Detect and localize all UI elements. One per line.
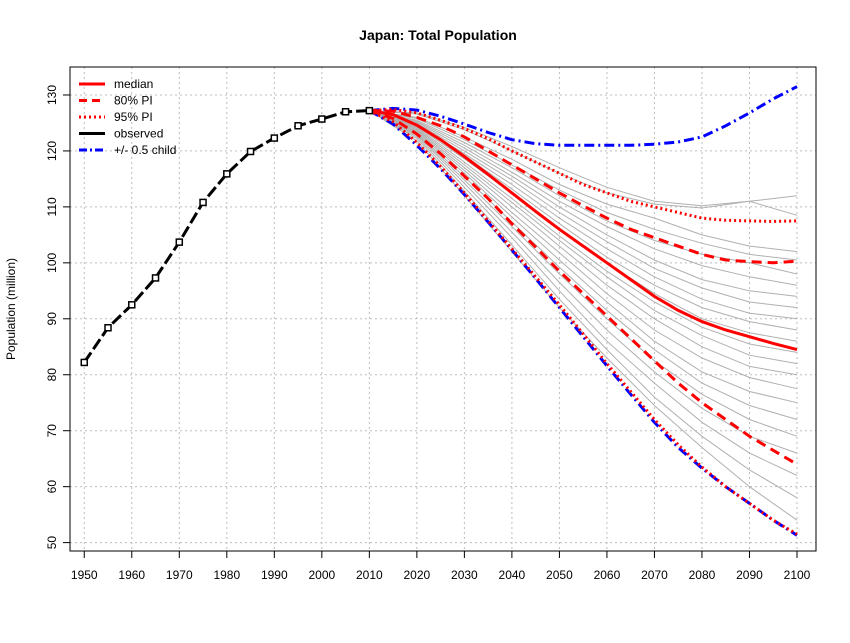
trajectory-line — [369, 110, 798, 376]
observed-point — [151, 274, 160, 282]
observed-point — [365, 106, 374, 115]
y-tick-label: 100 — [45, 253, 59, 273]
trajectory-line — [369, 110, 798, 454]
observed-point — [80, 358, 89, 367]
x-tick-label: 2060 — [594, 568, 621, 582]
x-tick-label: 1950 — [71, 568, 98, 582]
pi80-line — [368, 109, 798, 466]
trajectory-line — [369, 110, 798, 216]
trajectory-line — [369, 110, 798, 476]
observed-point — [199, 198, 207, 207]
x-tick-label: 1970 — [166, 568, 193, 582]
observed-point — [246, 147, 255, 156]
x-tick-label: 2070 — [641, 568, 668, 582]
legend-label-pi95: 95% PI — [114, 110, 153, 124]
legend-label-observed: observed — [114, 127, 163, 141]
trajectory-lines — [369, 110, 798, 521]
y-tick-label: 130 — [45, 85, 59, 105]
trajectory-line — [369, 110, 798, 437]
x-tick-label: 1960 — [118, 568, 145, 582]
y-tick-label: 90 — [45, 312, 59, 326]
x-tick-label: 1980 — [213, 568, 240, 582]
observed-point — [175, 238, 184, 246]
chart-title: Japan: Total Population — [359, 27, 517, 43]
x-tick-label: 2080 — [689, 568, 716, 582]
median-line — [369, 109, 798, 352]
observed-point — [104, 323, 112, 332]
trajectory-line — [369, 110, 798, 353]
half-child-line — [368, 109, 798, 537]
trajectory-line — [369, 110, 798, 365]
trajectory-line — [369, 110, 798, 253]
y-tick-label: 120 — [45, 141, 59, 161]
x-tick-label: 2010 — [356, 568, 383, 582]
axes: 1950 1960 1970 1980 1990 2000 2010 2020 2030 2040… — [45, 85, 811, 582]
y-tick-label: 60 — [45, 480, 59, 494]
trajectory-line — [369, 110, 798, 297]
pi95-line — [369, 107, 798, 223]
y-tick-label: 80 — [45, 368, 59, 382]
trajectory-line — [369, 110, 798, 207]
series-lines — [83, 85, 798, 537]
legend-label-median: median — [114, 77, 153, 91]
trajectory-line — [369, 110, 798, 261]
x-tick-label: 1990 — [261, 568, 288, 582]
y-tick-label: 50 — [45, 536, 59, 550]
observed-point — [223, 170, 231, 178]
observed-points — [80, 106, 374, 367]
x-tick-label: 2030 — [451, 568, 478, 582]
trajectory-line — [369, 110, 798, 390]
x-tick-label: 2090 — [736, 568, 763, 582]
trajectory-line — [369, 110, 798, 309]
x-tick-label: 2020 — [404, 568, 431, 582]
observed-point — [294, 122, 302, 130]
legend-label-pi80: 80% PI — [114, 94, 153, 108]
y-tick-label: 110 — [45, 197, 59, 216]
observed-point — [128, 301, 136, 309]
x-tick-label: 2100 — [784, 568, 811, 582]
pi95-line — [368, 109, 798, 536]
half-child-line — [369, 85, 798, 147]
plot-frame — [69, 66, 817, 552]
x-tick-label: 2000 — [308, 568, 335, 582]
observed-point — [341, 108, 350, 116]
y-axis-label: Population (million) — [4, 258, 18, 360]
trajectory-line — [369, 110, 798, 499]
observed-point — [318, 115, 326, 123]
x-tick-label: 2050 — [546, 568, 573, 582]
trajectory-line — [369, 110, 798, 286]
legend-label-half_child: +/- 0.5 child — [114, 143, 176, 157]
x-tick-label: 2040 — [499, 568, 526, 582]
pi80-line — [369, 109, 798, 265]
legend: median 80% PI 95% PI observed +/- 0.5 child — [79, 77, 176, 157]
y-tick-label: 70 — [45, 424, 59, 438]
observed-point — [270, 134, 279, 142]
